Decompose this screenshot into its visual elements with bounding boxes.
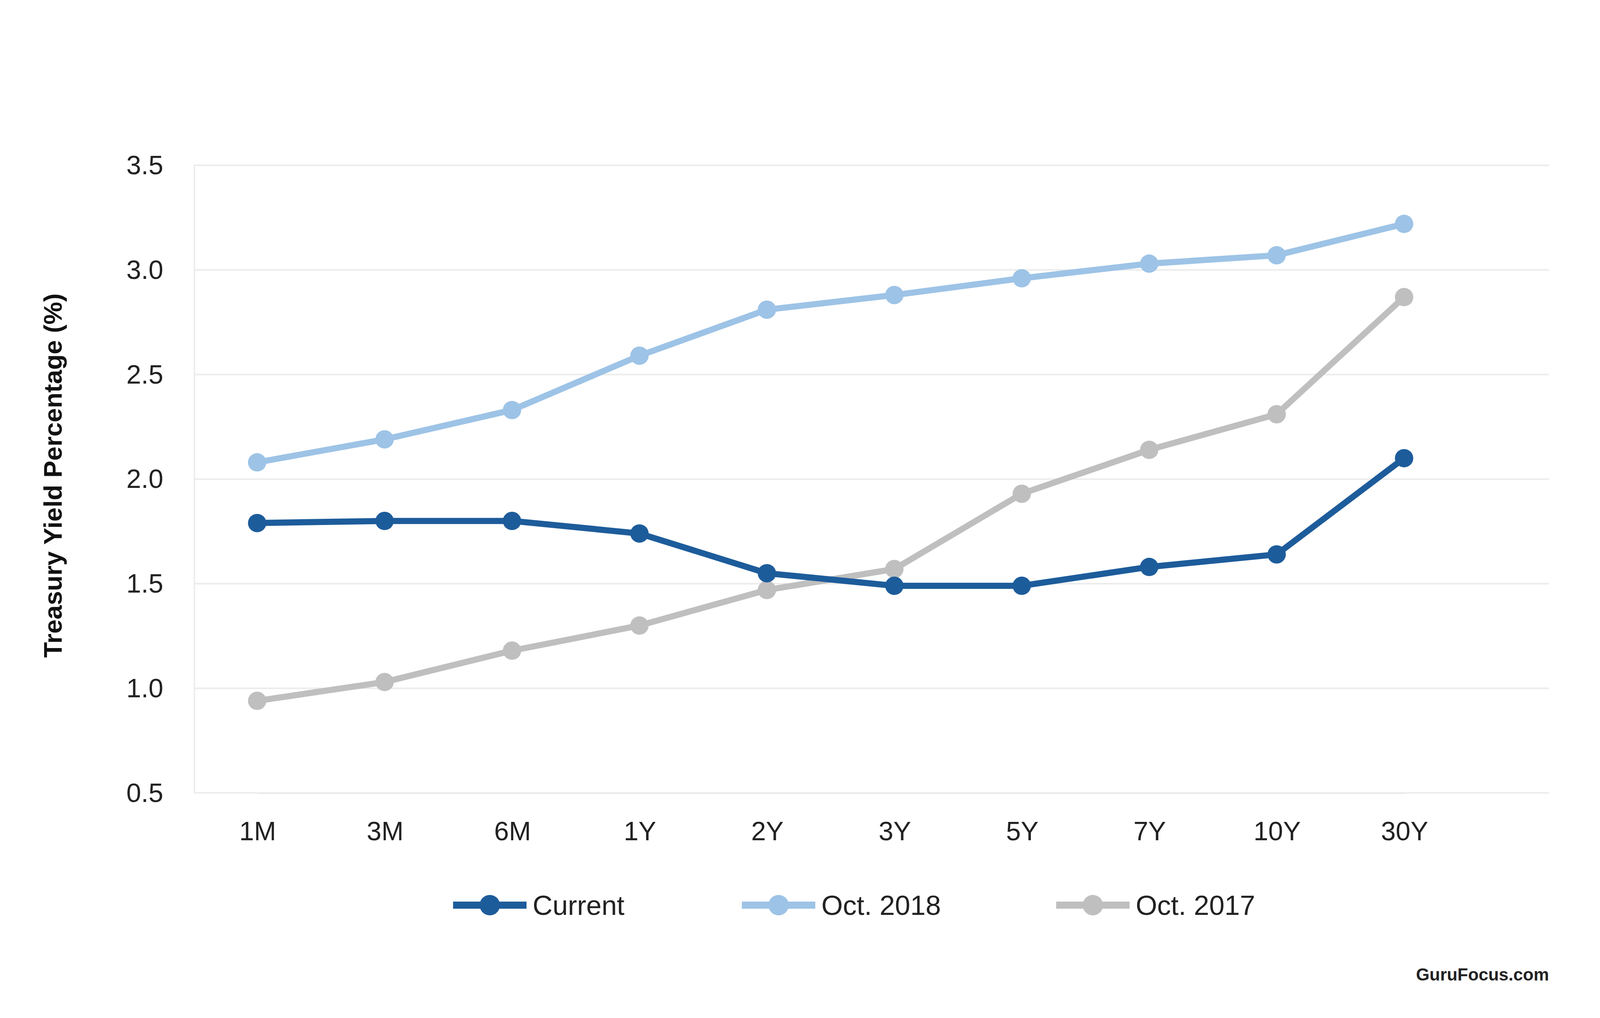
legend-item: Current: [453, 889, 625, 921]
series-point: [757, 300, 777, 319]
series-point: [1139, 254, 1159, 273]
series-point: [1394, 448, 1414, 468]
series-point: [1139, 440, 1159, 459]
legend-label: Oct. 2017: [1135, 889, 1256, 921]
x-tick-label: 3Y: [878, 816, 911, 846]
series-point: [502, 400, 522, 420]
series-point: [1267, 246, 1286, 265]
legend-item: Oct. 2018: [741, 889, 942, 921]
series-line: [257, 458, 1404, 586]
y-axis-title: Treasury Yield Percentage (%): [38, 293, 68, 658]
x-tick-label: 5Y: [1006, 816, 1039, 846]
series-point: [248, 453, 267, 472]
y-tick: 2.0: [126, 464, 195, 494]
y-tick: 3.0: [126, 255, 195, 285]
y-tick: 1.0: [126, 673, 195, 703]
x-tick: 6M: [494, 792, 531, 846]
x-axis-line: [257, 792, 1405, 795]
series: [248, 287, 1414, 711]
x-tick: 1Y: [623, 792, 657, 846]
grid: [193, 165, 1549, 793]
legend-marker: [1082, 894, 1104, 916]
y-tick: 3.5: [126, 150, 195, 180]
series-point: [248, 691, 267, 711]
y-axis-line: [193, 165, 196, 794]
series-point: [757, 580, 777, 600]
x-tick: 3Y: [878, 792, 911, 846]
y-tick-label: 1.5: [126, 568, 164, 599]
series-point: [375, 430, 394, 449]
series-point: [1012, 576, 1031, 595]
series-point: [885, 576, 904, 595]
series-point: [757, 564, 777, 583]
series-point: [375, 511, 394, 531]
series-point: [630, 346, 649, 365]
x-tick-label: 1M: [239, 816, 276, 846]
plot-area: [248, 214, 1414, 711]
x-tick: 10Y: [1253, 792, 1301, 846]
chart-root: 0.5 1.0 1.5 2.0 2.5 3.0 3.5 1M 3M 6M 1Y 2Y 3Y 5Y 7Y 10Y…: [38, 150, 1549, 984]
grid-line: [193, 164, 1549, 167]
y-tick-label: 3.5: [126, 150, 164, 180]
series-point: [1012, 484, 1031, 503]
y-tick-label: 2.0: [126, 464, 164, 494]
grid-line: [193, 792, 1549, 794]
source: GuruFocus.com: [1416, 964, 1549, 984]
legend: Current Oct. 2018 Oct. 2017: [453, 889, 1256, 921]
y-axis: 0.5 1.0 1.5 2.0 2.5 3.0 3.5: [126, 150, 195, 808]
y-tick-label: 0.5: [126, 778, 164, 808]
legend-label: Oct. 2018: [821, 889, 942, 921]
series-point: [630, 524, 649, 543]
y-tick: 2.5: [126, 359, 195, 390]
y-tick: 1.5: [126, 568, 195, 599]
x-tick: 3M: [366, 792, 404, 846]
grid-line: [193, 478, 1549, 480]
grid-line: [193, 373, 1549, 376]
legend-item: Oct. 2017: [1056, 889, 1256, 921]
grid-line: [193, 687, 1549, 690]
series: [248, 214, 1414, 472]
legend-label: Current: [532, 889, 625, 921]
series-point: [502, 511, 522, 531]
x-tick-label: 3M: [366, 816, 404, 846]
y-tick: 0.5: [126, 778, 195, 808]
series-point: [885, 559, 904, 579]
x-tick: 5Y: [1006, 792, 1039, 846]
series-point: [1267, 545, 1286, 564]
chart: 0.5 1.0 1.5 2.0 2.5 3.0 3.5 1M 3M 6M 1Y 2Y 3Y 5Y 7Y 10Y…: [0, 0, 1600, 1018]
series-line: [257, 223, 1404, 463]
series-point: [1267, 405, 1286, 424]
x-tick-label: 2Y: [751, 816, 784, 846]
series-point: [1139, 557, 1159, 577]
x-tick: 30Y: [1380, 792, 1429, 846]
grid-line: [193, 269, 1549, 271]
series: [248, 448, 1414, 595]
legend-marker: [768, 894, 789, 916]
x-tick: 2Y: [751, 792, 784, 846]
series-point: [1012, 269, 1031, 288]
series-line: [257, 297, 1404, 702]
x-tick-label: 1Y: [623, 816, 657, 846]
x-tick-label: 30Y: [1380, 816, 1429, 846]
x-tick: 1M: [239, 792, 276, 846]
series-point: [375, 672, 394, 692]
x-tick-label: 6M: [494, 816, 531, 846]
x-tick-label: 10Y: [1253, 816, 1301, 846]
series-point: [502, 641, 522, 660]
x-tick-label: 7Y: [1133, 816, 1167, 846]
x-tick: 7Y: [1133, 792, 1167, 846]
y-tick-label: 3.0: [126, 255, 164, 285]
series-point: [630, 616, 649, 635]
series-point: [1394, 214, 1414, 234]
y-tick-label: 1.0: [126, 673, 164, 703]
series-point: [248, 513, 267, 533]
y-tick-label: 2.5: [126, 359, 164, 390]
series-point: [1394, 287, 1414, 307]
x-axis: 1M 3M 6M 1Y 2Y 3Y 5Y 7Y 10Y 30Y: [239, 792, 1429, 846]
series-point: [885, 285, 904, 305]
legend-marker: [479, 894, 500, 916]
